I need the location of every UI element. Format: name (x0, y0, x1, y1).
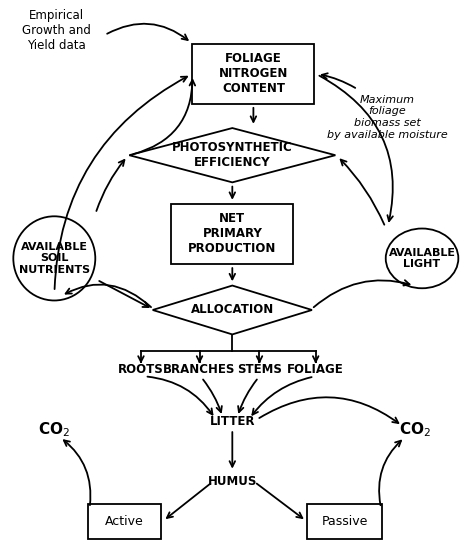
Text: HUMUS: HUMUS (208, 474, 257, 488)
Text: NET
PRIMARY
PRODUCTION: NET PRIMARY PRODUCTION (188, 212, 276, 255)
Text: Active: Active (105, 516, 144, 528)
Ellipse shape (13, 216, 95, 300)
Text: Passive: Passive (321, 516, 368, 528)
Text: CO$_2$: CO$_2$ (399, 420, 431, 439)
Text: STEMS: STEMS (237, 363, 282, 376)
Text: Empirical
Growth and
Yield data: Empirical Growth and Yield data (22, 9, 91, 52)
Text: LITTER: LITTER (210, 415, 255, 428)
Polygon shape (129, 128, 336, 182)
FancyBboxPatch shape (172, 204, 293, 264)
Text: AVAILABLE
LIGHT: AVAILABLE LIGHT (389, 248, 456, 269)
Text: BRANCHES: BRANCHES (164, 363, 236, 376)
Polygon shape (153, 285, 312, 334)
Text: FOLIAGE: FOLIAGE (287, 363, 344, 376)
Text: AVAILABLE
SOIL
NUTRIENTS: AVAILABLE SOIL NUTRIENTS (19, 242, 90, 275)
Text: Maximum
foliage
biomass set
by available moisture: Maximum foliage biomass set by available… (327, 95, 447, 139)
Text: CO$_2$: CO$_2$ (38, 420, 70, 439)
Ellipse shape (386, 228, 458, 288)
FancyBboxPatch shape (307, 504, 382, 540)
Text: FOLIAGE
NITROGEN
CONTENT: FOLIAGE NITROGEN CONTENT (219, 52, 288, 95)
FancyBboxPatch shape (192, 44, 314, 104)
Text: ALLOCATION: ALLOCATION (191, 304, 274, 316)
FancyBboxPatch shape (88, 504, 161, 540)
Text: ROOTS: ROOTS (118, 363, 164, 376)
Text: PHOTOSYNTHETIC
EFFICIENCY: PHOTOSYNTHETIC EFFICIENCY (172, 141, 292, 169)
